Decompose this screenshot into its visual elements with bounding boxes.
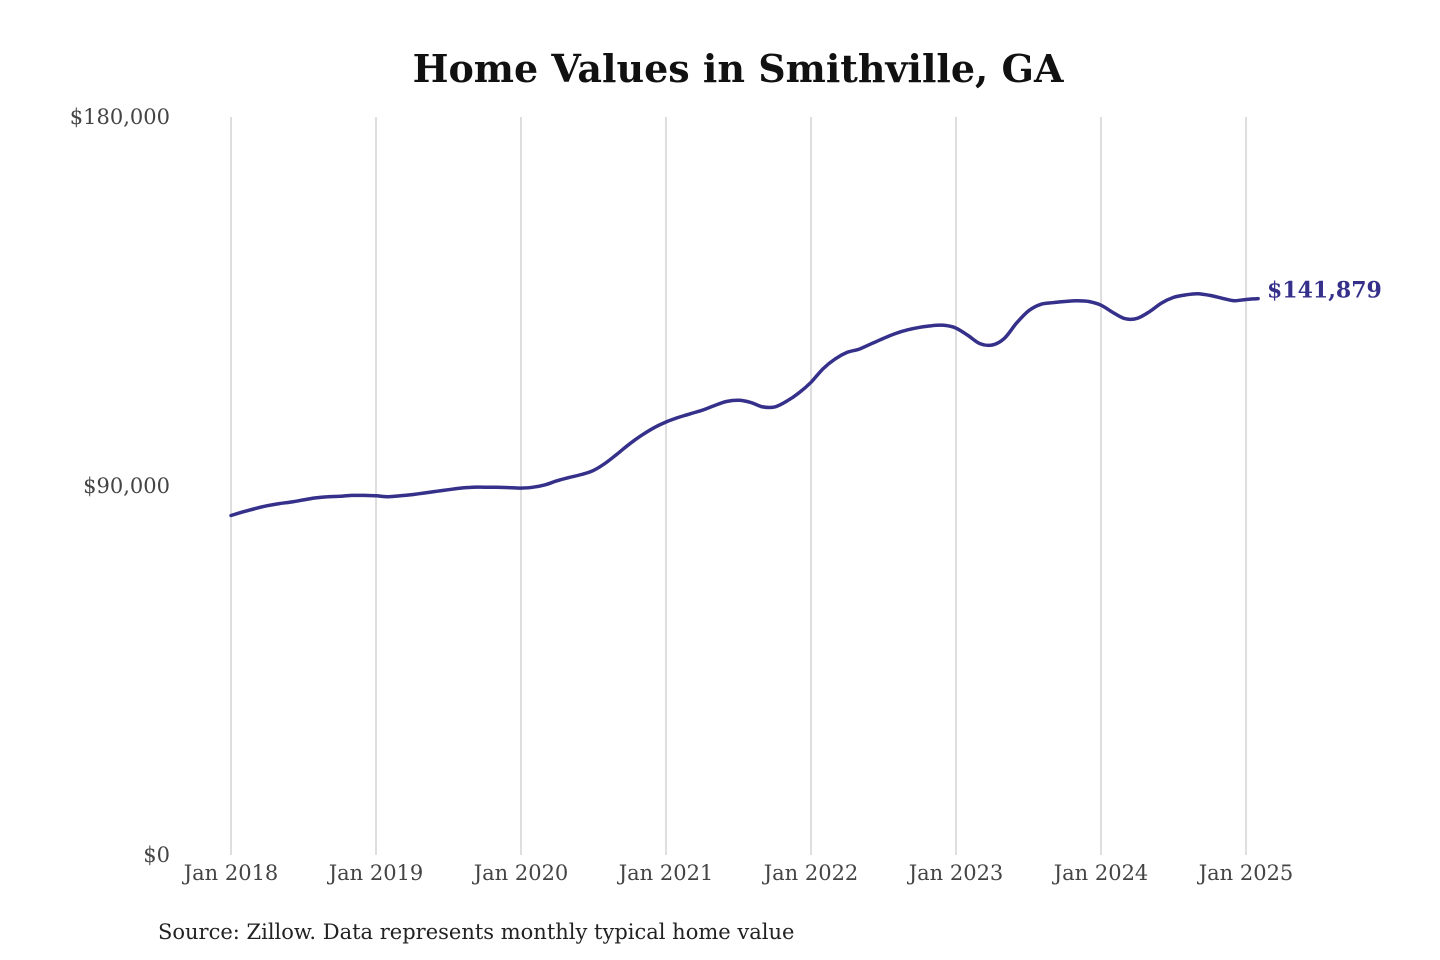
series-line [229,291,1260,518]
x-tick-label: Jan 2022 [762,861,859,885]
x-tick-label: Jan 2018 [182,861,279,885]
end-value-label: $141,879 [1267,278,1382,304]
source-note: Source: Zillow. Data represents monthly … [158,920,794,944]
x-axis-ticks: Jan 2018 Jan 2019 Jan 2020 Jan 2021 Jan 2022… [182,861,1294,885]
x-tick-label: Jan 2023 [907,861,1004,885]
x-tick-label: Jan 2019 [327,861,424,885]
x-tick-label: Jan 2024 [1052,861,1149,885]
y-tick-label: $0 [143,843,170,867]
chart-title: Home Values in Smithville, GA [413,46,1064,91]
y-axis-ticks: $0 $90,000 $180,000 [70,105,170,867]
x-tick-label: Jan 2020 [472,861,569,885]
y-tick-label: $90,000 [83,474,170,498]
x-tick-label: Jan 2025 [1197,861,1294,885]
y-tick-label: $180,000 [70,105,170,129]
x-tick-label: Jan 2021 [617,861,714,885]
vertical-gridlines [230,117,1247,855]
